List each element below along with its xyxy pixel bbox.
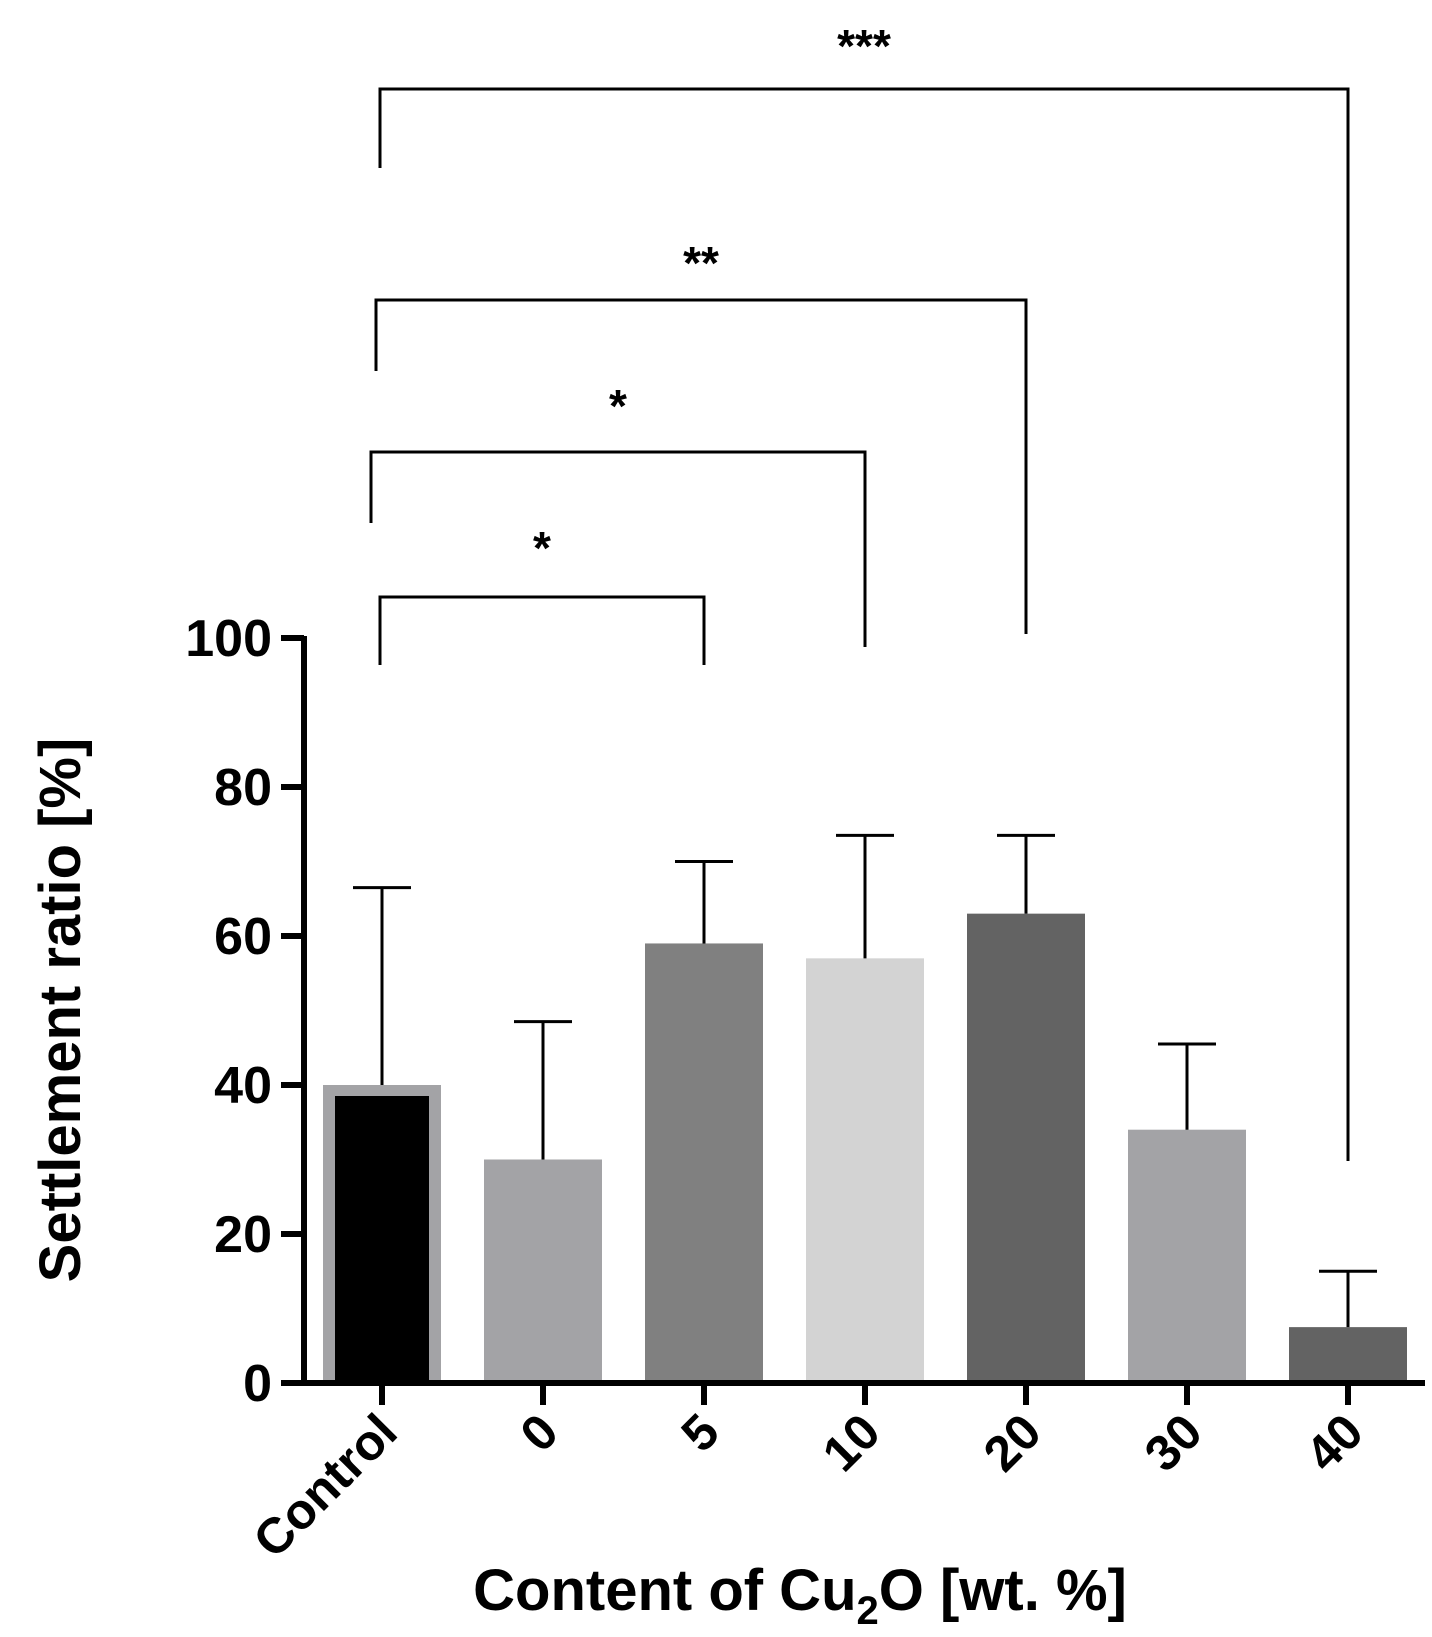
error-bar-4 (997, 833, 1055, 914)
error-bar-0 (353, 886, 411, 1085)
y-tick-label-60: 60 (214, 908, 272, 966)
x-ticks: Control 0 5 10 20 30 40 (243, 1383, 1374, 1568)
y-tick-label-100: 100 (185, 610, 272, 668)
bar-1 (484, 1159, 602, 1383)
significance-brackets: ******* (369, 20, 1350, 1161)
bar-0 (335, 1096, 429, 1383)
bar-2 (645, 943, 763, 1383)
bar-6 (1289, 1327, 1407, 1383)
significance-label-2: ** (683, 237, 719, 289)
y-tick-label-40: 40 (214, 1057, 272, 1115)
x-axis-title: Content of Cu2O [wt. %] (473, 1558, 1127, 1633)
x-tick-label-6: 40 (1295, 1403, 1374, 1482)
bar-3 (806, 958, 924, 1383)
bar-5 (1128, 1129, 1246, 1383)
significance-bracket-0: * (378, 522, 706, 665)
error-bar-3 (836, 833, 894, 959)
x-tick-label-0: Control (243, 1403, 408, 1568)
y-axis-title: Settlement ratio [%] (28, 738, 93, 1283)
y-tick-label-20: 20 (214, 1206, 272, 1264)
significance-label-1: * (609, 380, 627, 432)
bars (323, 913, 1407, 1383)
x-tick-label-5: 30 (1134, 1403, 1213, 1482)
x-tick-label-4: 20 (973, 1403, 1052, 1482)
significance-label-0: * (533, 522, 551, 574)
y-tick-label-80: 80 (214, 759, 272, 817)
error-bars (353, 833, 1377, 1328)
significance-bracket-3: *** (378, 20, 1350, 1161)
x-axis-title-subscript: 2 (857, 1589, 879, 1633)
x-axis-title-main: Content of Cu (473, 1558, 856, 1623)
error-bar-6 (1319, 1269, 1377, 1328)
x-axis-title-rest: O [wt. %] (879, 1558, 1127, 1623)
significance-bracket-2: ** (374, 237, 1028, 634)
bar-4 (967, 913, 1085, 1383)
error-bar-2 (675, 860, 733, 944)
error-bar-1 (514, 1020, 572, 1160)
y-ticks: 0 20 40 60 80 100 (185, 610, 304, 1413)
significance-label-3: *** (837, 20, 891, 72)
x-tick-label-2: 5 (671, 1403, 730, 1462)
x-tick-label-3: 10 (812, 1403, 891, 1482)
y-tick-label-0: 0 (243, 1355, 272, 1413)
significance-bracket-1: * (369, 380, 867, 647)
x-tick-label-1: 0 (510, 1403, 569, 1462)
error-bar-5 (1158, 1042, 1216, 1130)
